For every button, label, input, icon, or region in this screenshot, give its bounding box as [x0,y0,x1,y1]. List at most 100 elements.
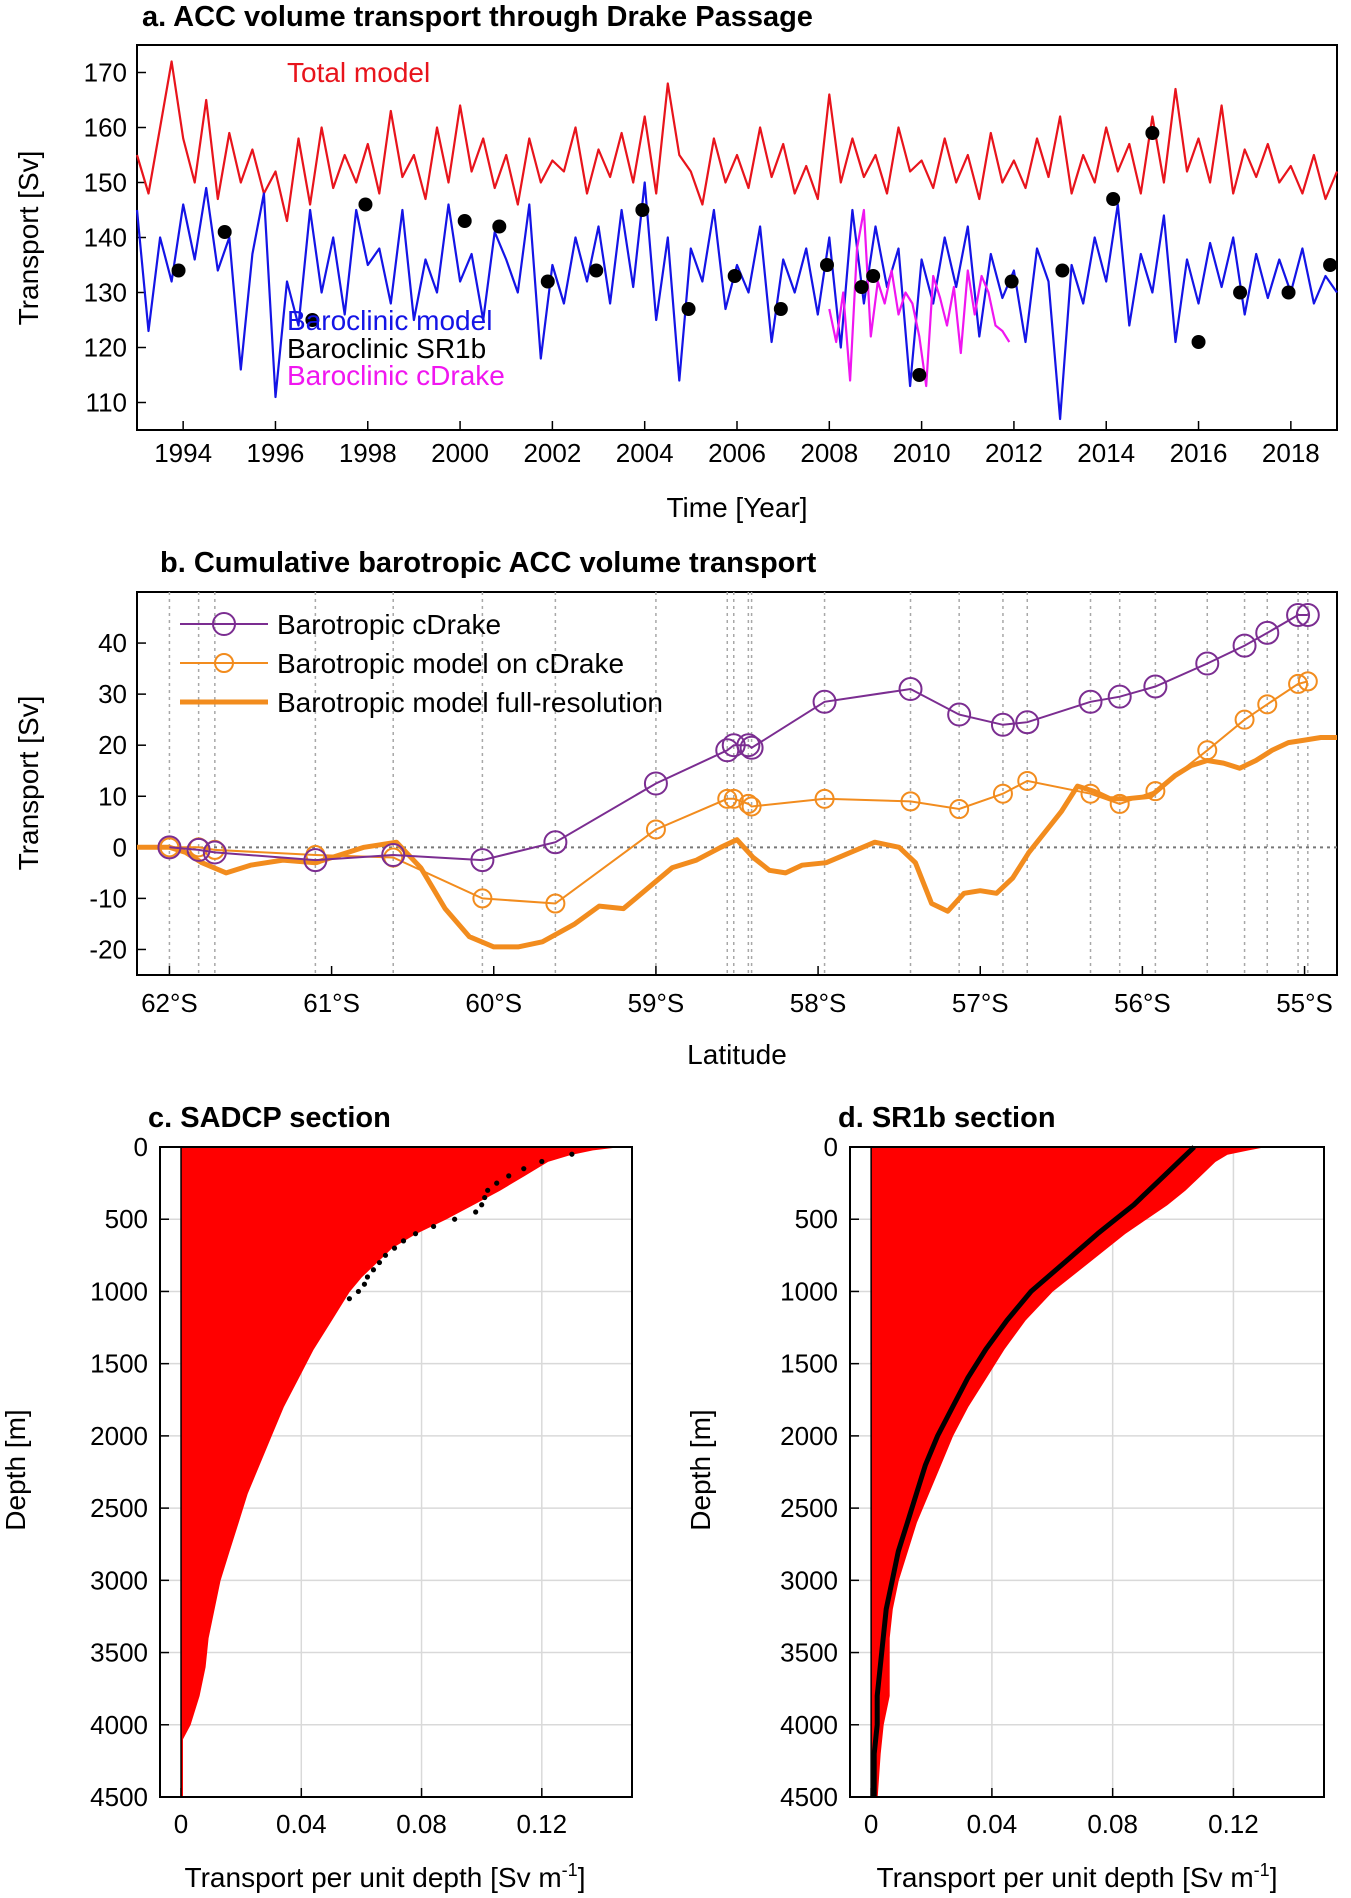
x-tick-label: 0.08 [1087,1809,1138,1839]
sadcp-spread-area [180,1146,618,1798]
sr1b-point [854,280,869,294]
x-tick-label: 58°S [790,988,847,1018]
x-tick-label: 2012 [985,438,1043,468]
barotropic-cdrake-point [1255,620,1280,645]
model-on-cdrake-point [1080,783,1101,804]
panel-d-frame [849,1146,1325,1798]
model-on-cdrake-point [1288,673,1309,694]
legend-label-model-on-cdrake: Barotropic model on cDrake [277,648,624,679]
x-tick-label: 1996 [247,438,305,468]
panel-c-xlabel: Transport per unit depth [Sv m-1] [185,1860,586,1893]
barotropic-cdrake-point [202,840,227,865]
y-tick-label: 160 [84,113,127,143]
panel-b-marks: 62°S 61°S 60°S 59°S 58°S 57°S 56°S 55°S -20 -10 0 1… [89,592,1337,1018]
x-tick-label: 2014 [1077,438,1135,468]
y-tick-label: 130 [84,278,127,308]
panel-a-ylabel: Transport [Sv] [13,151,44,326]
sadcp-profile-point [412,1231,419,1237]
model-on-cdrake-point [992,783,1013,804]
sadcp-profile-point [430,1223,437,1230]
y-tick-label: -10 [89,883,127,913]
y-tick-label: -20 [89,934,127,964]
panel-c-frame [159,1146,633,1798]
x-tick-label: 0 [174,1809,188,1839]
y-tick-label: 2000 [780,1421,838,1451]
sr1b-point [1281,285,1296,300]
y-tick-label: 150 [84,168,127,198]
series-full-resolution [137,735,1337,950]
model-on-cdrake-point [1197,740,1218,761]
panel-a-marks: 1994 1996 1998 2000 2002 2004 2006 2008 2010 2012… [84,58,1339,468]
label-baroclinic-sr1b: Baroclinic SR1b [287,333,486,364]
panel-c-title: c. SADCP section [148,1102,391,1134]
y-tick-label: 2000 [90,1421,148,1451]
panel-a-title: a. ACC volume transport through Drake Pa… [142,1,813,33]
sr1b-point [589,263,604,278]
series-baroclinic-model [135,181,1338,421]
sr1b-point [1145,126,1160,140]
label-baroclinic-cdrake: Baroclinic cDrake [287,360,505,391]
panel-d: d. SR1b section 0 0.04 0.08 0.12 0 500 1000 150… [685,1102,1325,1893]
sr1b-point [1106,192,1121,206]
x-tick-label: 0 [864,1809,878,1839]
barotropic-cdrake-point [157,835,182,860]
model-on-cdrake-point [723,788,744,809]
y-tick-label: 2500 [90,1493,148,1523]
y-tick-label: 500 [795,1204,838,1234]
sadcp-profile-point [355,1288,362,1295]
panel-d-marks: 0 0.04 0.08 0.12 0 500 1000 1500 2000 2500 3000 350… [780,1132,1324,1839]
y-tick-label: 2500 [780,1493,838,1523]
sadcp-profile-point [370,1267,377,1273]
model-on-cdrake-point [1109,793,1130,814]
series-total-model [135,60,1339,223]
legend-label-full-resolution: Barotropic model full-resolution [277,687,663,718]
label-baroclinic-model: Baroclinic model [287,305,492,336]
x-tick-label: 62°S [141,988,198,1018]
sadcp-profile-point [485,1187,491,1193]
legend-marker-model-on-cdrake [214,653,234,673]
panel-a-xlabel: Time [Year] [666,492,807,523]
model-on-cdrake-point [472,888,493,909]
model-on-cdrake-point [738,793,759,814]
barotropic-cdrake-point [186,837,211,862]
model-on-cdrake-point [545,893,566,914]
y-tick-label: 120 [84,333,127,363]
y-tick-label: 4000 [90,1710,148,1740]
sr1b-point [1323,258,1338,272]
y-tick-label: 20 [98,730,127,760]
barotropic-cdrake-point [303,848,328,873]
y-tick-label: 140 [84,223,127,253]
model-on-cdrake-point [717,788,738,809]
x-tick-label: 56°S [1114,988,1171,1018]
y-tick-label: 1500 [90,1349,148,1379]
barotropic-cdrake-point [739,735,764,760]
y-tick-label: 3500 [90,1638,148,1668]
sadcp-profile-point [482,1194,488,1201]
sr1b-spread-area [870,1146,1264,1798]
barotropic-cdrake-point [1286,602,1311,627]
y-tick-label: 0 [113,832,127,862]
sadcp-profile-point [473,1209,479,1215]
model-on-cdrake-point [949,799,970,820]
sadcp-profile-point [506,1173,512,1179]
y-tick-label: 10 [98,781,127,811]
barotropic-cdrake-point [1232,633,1257,658]
x-tick-label: 0.04 [276,1809,327,1839]
barotropic-cdrake-point [381,842,406,867]
model-on-cdrake-point [1297,671,1318,692]
panel-c-xlabel-main: Transport per unit depth [Sv m [185,1862,562,1893]
barotropic-cdrake-point [543,830,568,855]
panel-d-xlabel-main: Transport per unit depth [Sv m [877,1862,1254,1893]
panel-c-xlabel-sup: -1 [562,1860,578,1880]
panel-d-title: d. SR1b section [838,1102,1056,1134]
barotropic-cdrake-point [898,677,923,702]
model-on-cdrake-point [1145,781,1166,802]
barotropic-cdrake-point [470,848,495,873]
sadcp-profile-point [376,1259,383,1266]
model-on-cdrake-point [741,796,762,817]
y-tick-label: 1000 [90,1276,148,1306]
sr1b-point [1004,274,1019,289]
panel-b: b. Cumulative barotropic ACC volume tran… [13,547,1338,1070]
sr1b-point [540,274,555,289]
y-tick-label: 4500 [780,1782,838,1812]
